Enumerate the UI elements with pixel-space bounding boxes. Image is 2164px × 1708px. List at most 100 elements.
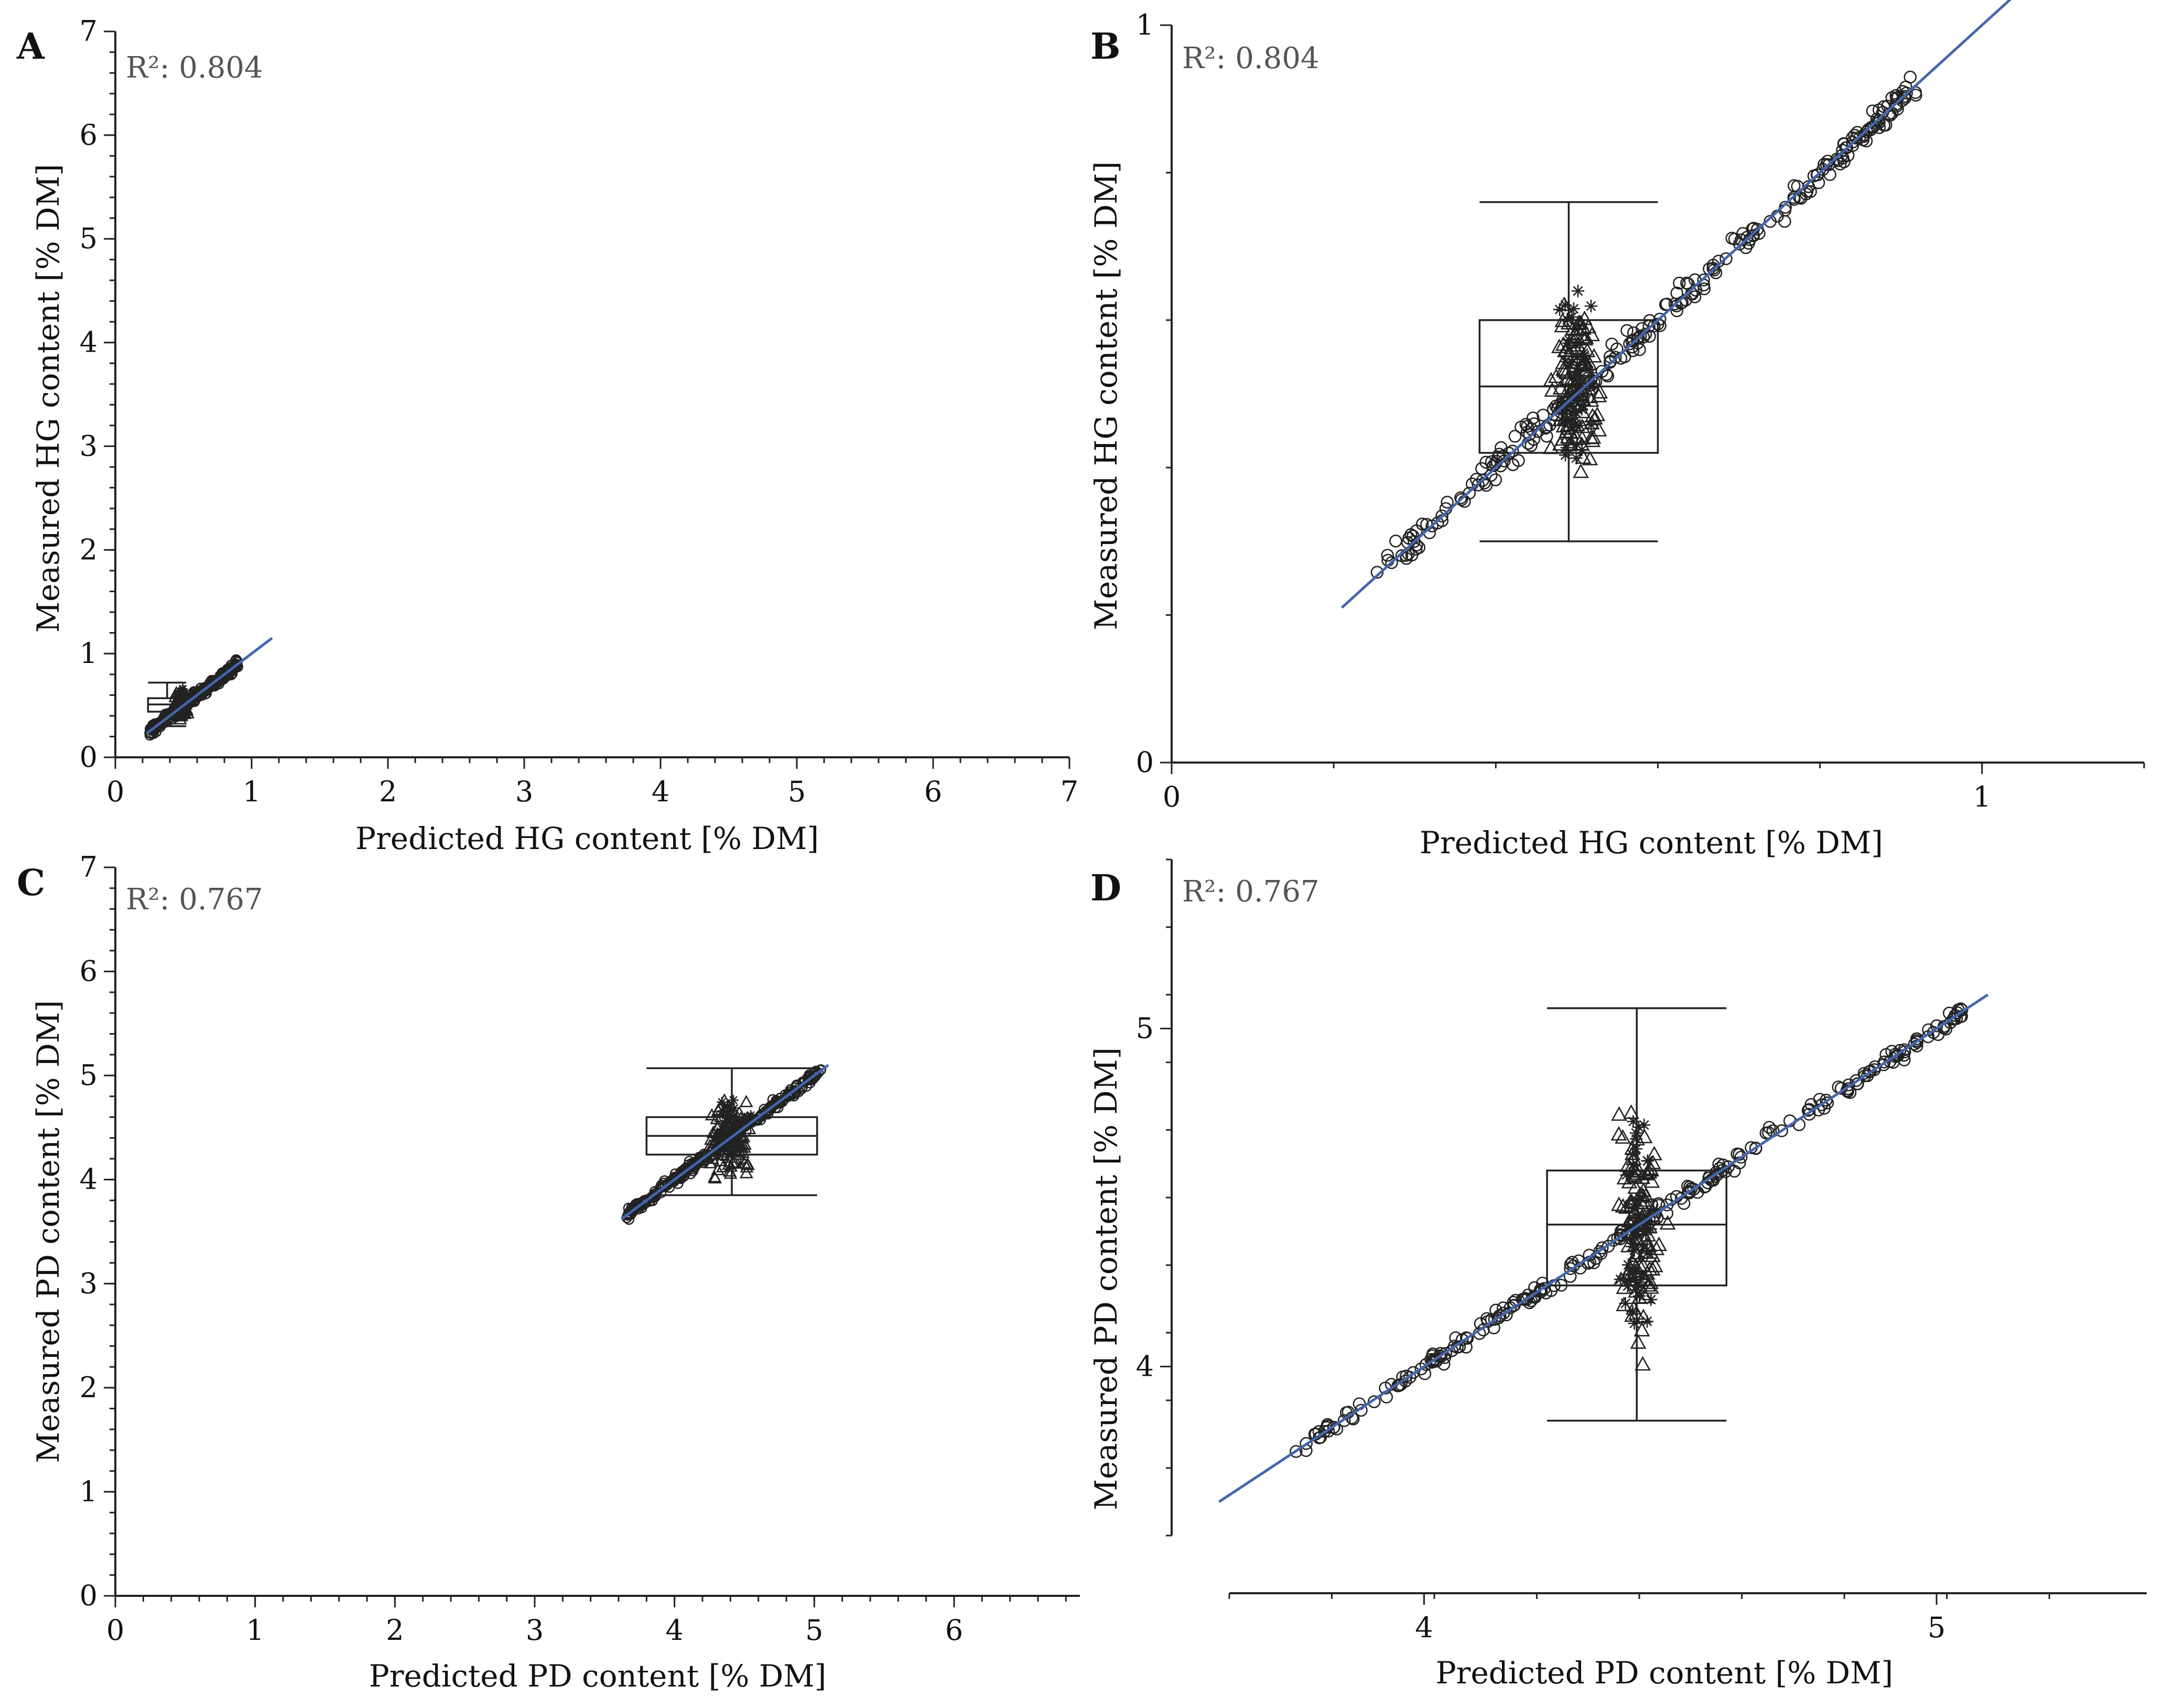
data-point-star bbox=[1630, 1211, 1643, 1224]
data-point-star bbox=[1573, 338, 1586, 351]
y-axis-label: Measured PD content [% DM] bbox=[1088, 1047, 1124, 1510]
data-point-star bbox=[1614, 1272, 1627, 1286]
data-point-circle bbox=[1864, 1064, 1877, 1078]
data-point-star bbox=[728, 1095, 739, 1106]
data-point-circle bbox=[1449, 1331, 1462, 1344]
data-point-circle bbox=[1337, 1414, 1351, 1427]
data-point-star bbox=[1571, 285, 1585, 298]
data-point-circle bbox=[1719, 252, 1733, 266]
data-point-circle bbox=[1822, 158, 1835, 171]
data-point-triangle bbox=[740, 1157, 754, 1170]
data-point-circle bbox=[1823, 168, 1836, 181]
data-point-circle bbox=[202, 682, 214, 693]
data-point-circle bbox=[764, 1104, 775, 1116]
data-point-triangle bbox=[1643, 1173, 1660, 1188]
data-point-triangle bbox=[716, 1160, 730, 1172]
data-point-star bbox=[1571, 351, 1584, 364]
data-point-star bbox=[1625, 1240, 1638, 1253]
data-point-circle bbox=[1456, 1333, 1469, 1346]
data-point-star bbox=[1569, 339, 1583, 352]
x-tick-label: 5 bbox=[788, 775, 806, 808]
x-axis-label: Predicted HG content [% DM] bbox=[1420, 825, 1883, 861]
data-point-triangle bbox=[1552, 379, 1569, 395]
data-point-star bbox=[1619, 1297, 1632, 1310]
data-point-circle bbox=[1489, 473, 1502, 486]
x-tick-label: 2 bbox=[379, 775, 397, 808]
data-point-triangle bbox=[1636, 1128, 1653, 1144]
regression-line bbox=[620, 1064, 829, 1221]
data-point-circle bbox=[1739, 241, 1752, 254]
data-point-circle bbox=[1842, 1078, 1855, 1092]
data-point-circle bbox=[765, 1103, 776, 1114]
data-point-triangle bbox=[1592, 384, 1608, 399]
data-point-circle bbox=[1910, 1034, 1923, 1047]
data-point-star bbox=[1564, 358, 1577, 372]
data-point-triangle bbox=[1647, 1257, 1663, 1272]
data-point-circle bbox=[1498, 454, 1511, 467]
data-point-triangle bbox=[1551, 339, 1567, 353]
data-point-circle bbox=[1519, 418, 1533, 431]
data-point-triangle bbox=[1610, 1126, 1627, 1141]
data-point-triangle bbox=[1555, 418, 1572, 433]
data-point-star bbox=[173, 687, 184, 698]
panel-a: A R²: 0.804 Predicted HG content [% DM] … bbox=[16, 15, 1078, 856]
data-point-triangle bbox=[1576, 310, 1593, 325]
data-point-circle bbox=[783, 1089, 794, 1101]
data-point-circle bbox=[1625, 334, 1639, 348]
data-point-star bbox=[719, 1121, 730, 1132]
regression-line bbox=[1340, 0, 2012, 609]
data-point-star bbox=[1565, 310, 1578, 324]
data-point-star bbox=[1631, 1194, 1644, 1207]
data-point-circle bbox=[805, 1073, 816, 1085]
x-tick-label: 5 bbox=[805, 1614, 823, 1647]
data-point-triangle bbox=[1559, 382, 1576, 397]
data-point-circle bbox=[635, 1200, 646, 1211]
data-point-star bbox=[735, 1140, 746, 1150]
x-tick-label: 0 bbox=[1163, 780, 1181, 813]
x-tick-label: 1 bbox=[243, 775, 261, 808]
y-tick-label: 1 bbox=[80, 1475, 98, 1508]
data-point-circle bbox=[1406, 1366, 1420, 1379]
x-tick-label: 3 bbox=[515, 775, 533, 808]
y-tick-label: 1 bbox=[80, 637, 98, 670]
data-point-triangle bbox=[1630, 1334, 1647, 1349]
data-point-star bbox=[1567, 302, 1581, 316]
data-point-circle bbox=[1435, 509, 1448, 523]
data-point-star bbox=[745, 1110, 756, 1120]
y-tick-label: 5 bbox=[80, 222, 98, 255]
data-point-circle bbox=[1673, 276, 1686, 290]
data-point-triangle bbox=[1638, 1166, 1655, 1181]
data-point-circle bbox=[1815, 1098, 1828, 1112]
data-point-circle bbox=[1811, 168, 1824, 181]
data-point-triangle bbox=[1554, 431, 1571, 446]
data-point-star bbox=[1628, 1317, 1641, 1330]
data-point-star bbox=[1560, 441, 1574, 454]
data-point-star bbox=[727, 1139, 738, 1150]
data-point-circle bbox=[1804, 185, 1817, 198]
data-point-circle bbox=[1643, 330, 1656, 343]
data-point-triangle bbox=[1582, 451, 1598, 465]
data-point-circle bbox=[1524, 439, 1538, 452]
y-tick-label: 2 bbox=[80, 1371, 98, 1404]
data-point-star bbox=[730, 1124, 740, 1135]
data-point-star bbox=[1621, 1258, 1635, 1271]
data-point-circle bbox=[1414, 1362, 1428, 1376]
y-tick-label: 4 bbox=[80, 1163, 98, 1196]
data-point-circle bbox=[1702, 1171, 1716, 1185]
data-point-triangle bbox=[1623, 1104, 1640, 1119]
data-point-star bbox=[1641, 1154, 1654, 1167]
data-point-star bbox=[1571, 365, 1585, 378]
data-point-star bbox=[1559, 449, 1572, 462]
x-axis-label: Predicted HG content [% DM] bbox=[355, 821, 819, 856]
data-point-star bbox=[1640, 1315, 1654, 1328]
data-point-circle bbox=[1381, 549, 1394, 562]
data-point-star bbox=[1584, 299, 1598, 313]
data-point-circle bbox=[1688, 290, 1702, 303]
x-tick-label: 0 bbox=[106, 775, 124, 808]
data-point-circle bbox=[1680, 276, 1693, 290]
data-point-star bbox=[1644, 1293, 1658, 1306]
panel-letter: B bbox=[1090, 26, 1120, 68]
data-point-triangle bbox=[1590, 387, 1607, 402]
data-point-star bbox=[1565, 356, 1578, 369]
